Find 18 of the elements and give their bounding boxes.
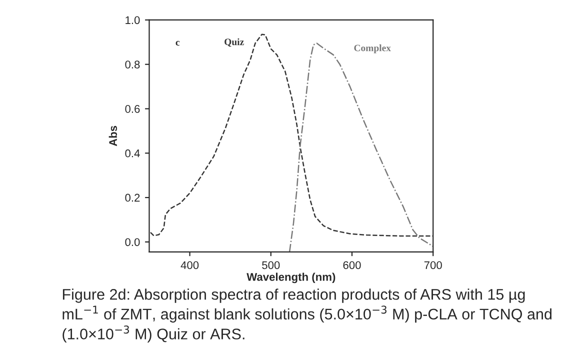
series-label: Complex <box>354 44 391 54</box>
series-label: Quiz <box>224 38 244 47</box>
y-tick-label: 0.8 <box>125 60 140 68</box>
x-tick-label: 400 <box>180 261 199 270</box>
y-tick-label: 0.0 <box>125 238 140 246</box>
line-series <box>150 34 434 237</box>
x-tick-label: 700 <box>424 261 442 270</box>
y-axis-title: Abs <box>108 126 117 146</box>
y-tick-label: 1.0 <box>126 16 140 24</box>
annotation: c <box>176 40 180 46</box>
line-series <box>288 42 434 252</box>
text: Figure 2d: Absorption spectra of reaction products of ARS with 15 µg mL$^{−1}$ of ZMT, against blank solutions (5.0×10$^{−3}$ M) p-CLA or TCNQ and (1.0×10$^{−3}$ M) Quiz or ARS. <box>62 288 552 342</box>
x-axis-title: Wavelength (nm) <box>246 272 336 284</box>
y-tick-label: 0.4 <box>125 149 140 158</box>
y-tick-label: 0.6 <box>125 105 140 113</box>
x-tick-label: 600 <box>343 261 361 270</box>
y-tick-label: 0.2 <box>125 194 140 202</box>
x-tick-label: 500 <box>262 261 280 270</box>
